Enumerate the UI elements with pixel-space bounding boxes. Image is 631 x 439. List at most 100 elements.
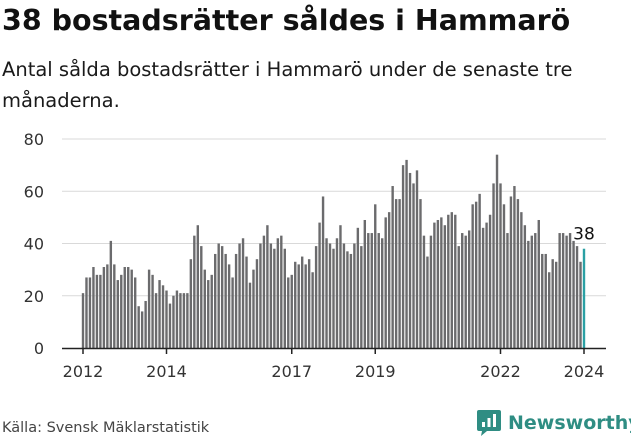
bar <box>492 183 495 348</box>
y-tick-label: 40 <box>24 235 44 254</box>
bar <box>429 235 433 348</box>
bar <box>398 199 401 348</box>
x-tick-label: 2024 <box>564 362 605 381</box>
bar <box>561 233 565 348</box>
bar <box>294 261 297 348</box>
bar <box>433 222 436 348</box>
bar <box>127 267 130 348</box>
bar <box>537 219 540 348</box>
bar <box>422 235 426 348</box>
bar <box>513 186 516 348</box>
bar <box>189 259 193 348</box>
bar <box>332 248 335 348</box>
bar <box>318 222 321 348</box>
bar <box>144 300 147 348</box>
bar <box>248 282 252 348</box>
bar <box>280 235 283 348</box>
bar <box>120 274 123 348</box>
bar <box>290 274 293 348</box>
bar <box>367 233 370 348</box>
bar <box>231 277 234 348</box>
bar <box>266 225 269 348</box>
bar <box>269 243 273 348</box>
bar <box>200 246 203 348</box>
bar <box>464 235 467 348</box>
bar <box>478 193 481 348</box>
bar <box>262 235 266 348</box>
source-note: Källa: Svensk Mäklarstatistik <box>2 420 210 436</box>
bar <box>353 243 356 348</box>
bar <box>516 199 520 348</box>
bar <box>541 253 544 348</box>
bar <box>314 246 318 348</box>
bar <box>342 243 346 348</box>
bar <box>102 267 106 348</box>
bar <box>450 212 453 348</box>
bar <box>81 293 85 348</box>
bar <box>106 264 109 348</box>
bar <box>109 240 113 348</box>
bar <box>467 230 471 348</box>
bar <box>276 238 280 348</box>
bar <box>161 285 165 348</box>
bar <box>137 306 140 348</box>
bar <box>499 183 502 348</box>
bar <box>259 243 262 348</box>
bar <box>568 233 572 348</box>
bar <box>182 293 186 348</box>
bar <box>387 212 391 348</box>
y-axis-labels: 0 20 40 60 80 <box>24 130 44 358</box>
bar <box>227 264 231 348</box>
bar <box>300 256 304 348</box>
bar <box>474 201 478 348</box>
bar <box>147 269 151 349</box>
bar <box>179 293 182 348</box>
x-tick-label: 2014 <box>146 362 187 381</box>
bar <box>255 259 259 348</box>
bar <box>304 264 307 348</box>
bar <box>193 235 196 348</box>
bar <box>530 235 534 348</box>
chart-title: 38 bostadsrätter såldes i Hammarö <box>2 4 571 37</box>
bars <box>81 154 586 349</box>
bar <box>565 235 568 348</box>
bar <box>165 290 168 348</box>
bar <box>436 219 440 348</box>
bar <box>196 225 200 348</box>
x-tick-label: 2017 <box>271 362 312 381</box>
bar <box>575 246 579 348</box>
x-axis: 2012 2014 2017 2019 2022 2024 <box>62 347 606 381</box>
annotations: 38 <box>573 225 595 245</box>
bar <box>412 183 415 348</box>
bar <box>377 233 380 348</box>
bar <box>297 264 300 348</box>
bar <box>99 274 102 348</box>
bar <box>311 272 314 348</box>
bar <box>203 269 206 349</box>
y-tick-label: 0 <box>34 339 44 358</box>
bar <box>113 264 116 348</box>
bar <box>356 227 360 348</box>
brand-logo[interactable]: Newsworthy <box>476 408 631 438</box>
bar <box>454 214 457 348</box>
brand-name: Newsworthy <box>508 412 631 434</box>
bar <box>506 233 509 348</box>
bar <box>339 225 342 348</box>
bar <box>415 170 419 348</box>
bar <box>440 217 443 349</box>
bar <box>220 246 224 348</box>
bar <box>85 277 88 348</box>
bar <box>92 267 95 348</box>
bar <box>321 196 325 348</box>
bar <box>443 225 447 348</box>
bar <box>123 267 126 348</box>
bar <box>217 243 220 348</box>
bar <box>349 253 353 348</box>
bar <box>360 246 363 348</box>
bar <box>95 274 99 348</box>
bar <box>283 248 286 348</box>
bar <box>325 238 328 348</box>
highlight-value-label: 38 <box>573 225 595 245</box>
bar <box>481 227 485 348</box>
bar <box>461 233 464 348</box>
